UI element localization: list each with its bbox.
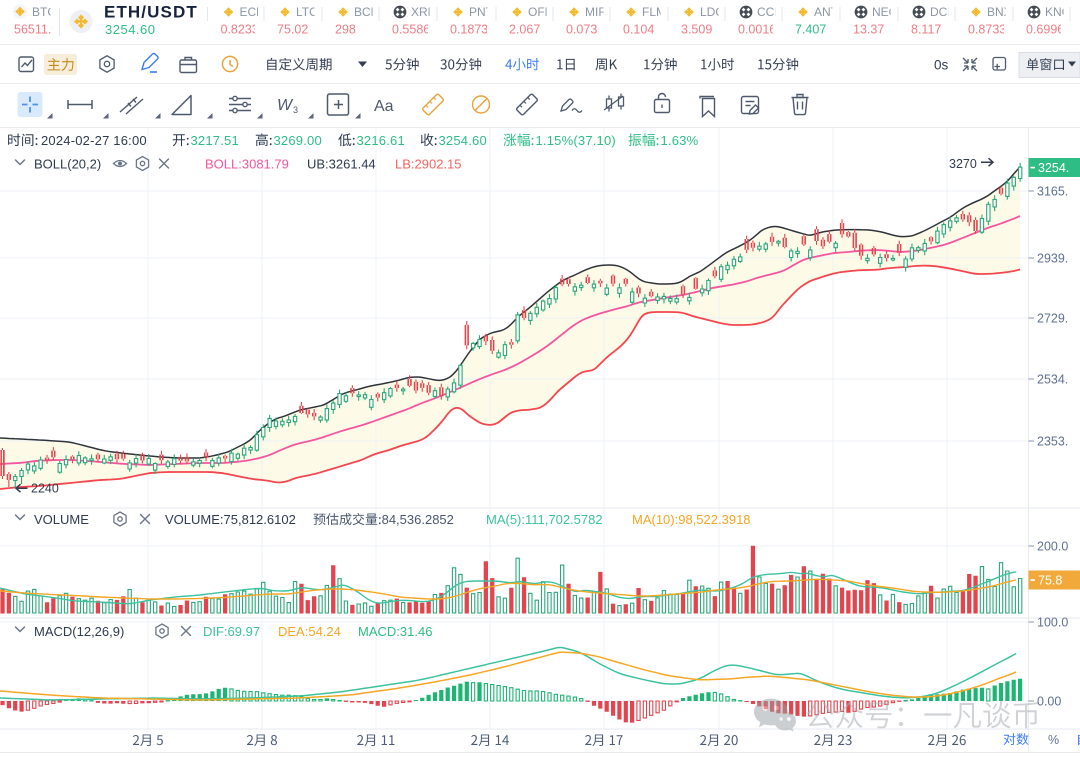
svg-text:2.067: 2.067 xyxy=(509,23,540,37)
svg-text:2240: 2240 xyxy=(31,482,59,496)
svg-text:%: % xyxy=(1048,733,1059,747)
svg-text:MIR: MIR xyxy=(585,5,607,19)
svg-text:0.5586: 0.5586 xyxy=(392,23,430,37)
svg-text:3269.00: 3269.00 xyxy=(274,133,322,148)
svg-text:1.63%: 1.63% xyxy=(661,133,699,148)
svg-text:CCD: CCD xyxy=(757,5,783,19)
svg-text:0.6996: 0.6996 xyxy=(1026,23,1064,37)
svg-text:84,536.2852: 84,536.2852 xyxy=(382,512,454,527)
svg-text:2534.: 2534. xyxy=(1037,372,1068,386)
svg-text:LTC: LTC xyxy=(296,5,318,19)
svg-text:BTC: BTC xyxy=(32,5,56,19)
svg-text:FLM: FLM xyxy=(642,5,666,19)
svg-text:BNX: BNX xyxy=(987,5,1012,19)
svg-text:W: W xyxy=(277,97,294,114)
svg-text:0.1873: 0.1873 xyxy=(450,23,488,37)
svg-text:2353.: 2353. xyxy=(1037,434,1068,448)
svg-text:2729.: 2729. xyxy=(1037,311,1068,325)
svg-text:75.8: 75.8 xyxy=(1038,574,1062,588)
svg-text:XRP: XRP xyxy=(411,5,436,19)
svg-text:3165.: 3165. xyxy=(1037,184,1068,198)
svg-text:BOLL:3081.79: BOLL:3081.79 xyxy=(205,157,289,172)
svg-text:BOLL(20,2): BOLL(20,2) xyxy=(34,157,101,172)
svg-text:MA(10):98,522.3918: MA(10):98,522.3918 xyxy=(632,512,751,527)
svg-text:BCH: BCH xyxy=(354,5,379,19)
svg-text:13.37: 13.37 xyxy=(853,23,884,37)
svg-text:0.8233: 0.8233 xyxy=(221,23,259,37)
svg-text:8.117: 8.117 xyxy=(911,23,941,37)
svg-text:0.104: 0.104 xyxy=(623,23,654,37)
svg-text:NEO: NEO xyxy=(872,5,898,19)
svg-text:LDO: LDO xyxy=(700,5,725,19)
svg-text:VOLUME: VOLUME xyxy=(34,512,89,527)
svg-text:0.8733: 0.8733 xyxy=(968,23,1006,37)
svg-text:3254.60: 3254.60 xyxy=(439,133,487,148)
svg-text:DCR: DCR xyxy=(930,5,956,19)
svg-text:3270: 3270 xyxy=(949,157,977,171)
svg-text:MA(5):111,702.5782: MA(5):111,702.5782 xyxy=(486,512,603,527)
svg-text:3217.51: 3217.51 xyxy=(191,133,239,148)
svg-text:0s: 0s xyxy=(934,57,949,72)
svg-text:UB:3261.44: UB:3261.44 xyxy=(307,157,376,172)
svg-text:3216.61: 3216.61 xyxy=(357,133,405,148)
svg-text:56511.9: 56511.9 xyxy=(14,23,58,37)
svg-text:1.15%(37.10): 1.15%(37.10) xyxy=(536,133,616,148)
svg-text:MACD:31.46: MACD:31.46 xyxy=(358,624,432,639)
svg-text:2939.: 2939. xyxy=(1037,251,1068,265)
svg-text:298: 298 xyxy=(335,23,356,37)
svg-text:0.00: 0.00 xyxy=(1037,694,1061,708)
svg-text:MACD(12,26,9): MACD(12,26,9) xyxy=(34,624,124,639)
svg-text:75.02: 75.02 xyxy=(277,23,308,37)
svg-text:0.073: 0.073 xyxy=(566,23,597,37)
svg-text:3.509: 3.509 xyxy=(681,23,712,37)
svg-text:DEA:54.24: DEA:54.24 xyxy=(278,624,341,639)
svg-text:3254.: 3254. xyxy=(1038,161,1069,175)
svg-text:KNC: KNC xyxy=(1045,5,1071,19)
svg-text:LB:2902.15: LB:2902.15 xyxy=(395,157,462,172)
svg-text:100.0: 100.0 xyxy=(1037,615,1068,629)
svg-text:2024-02-27 16:00: 2024-02-27 16:00 xyxy=(41,133,147,148)
svg-text:7.407: 7.407 xyxy=(795,23,826,37)
svg-text:PNT: PNT xyxy=(469,5,494,19)
svg-text:Aa: Aa xyxy=(374,98,394,115)
svg-text:200.0: 200.0 xyxy=(1037,539,1068,553)
svg-text:ANT: ANT xyxy=(814,5,839,19)
svg-text:VOLUME:75,812.6102: VOLUME:75,812.6102 xyxy=(165,512,296,527)
svg-text:3: 3 xyxy=(293,105,298,115)
svg-text:DIF:69.97: DIF:69.97 xyxy=(203,624,260,639)
svg-text:3254.60: 3254.60 xyxy=(105,22,156,37)
svg-text:ETH/USDT: ETH/USDT xyxy=(104,3,198,22)
svg-text:0.0016: 0.0016 xyxy=(738,23,776,37)
svg-text:OFN: OFN xyxy=(528,5,553,19)
svg-text:ECH: ECH xyxy=(240,5,265,19)
